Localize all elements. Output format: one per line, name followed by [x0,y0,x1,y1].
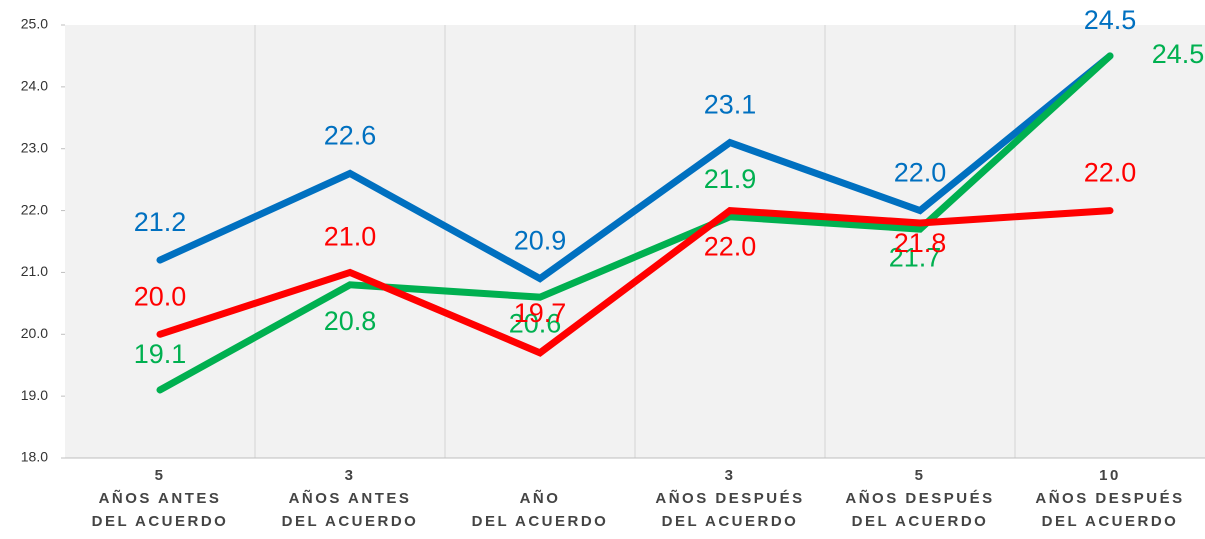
data-label: 21.9 [704,164,757,194]
data-label: 21.2 [134,207,187,237]
x-tick-label: AÑOS DESPUÉS [1035,489,1184,507]
x-tick-label: DEL ACUERDO [1042,513,1179,530]
x-tick-label: AÑO [520,489,561,507]
x-tick-label: 10 [1099,467,1121,484]
y-tick-label: 23.0 [21,139,48,155]
series-line [156,52,1114,283]
x-tick-label: DEL ACUERDO [92,513,229,530]
x-tick-label: AÑOS DESPUÉS [845,489,994,507]
data-label: 22.0 [1084,158,1137,188]
x-tick-label: 5 [155,467,166,484]
y-tick-label: 20.0 [21,325,48,341]
y-tick-label: 24.0 [21,78,48,94]
series-line [156,52,1114,394]
data-label: 23.1 [704,90,757,120]
y-tick-label: 25.0 [21,16,48,32]
y-tick-label: 18.0 [21,449,48,465]
x-tick-label: DEL ACUERDO [662,513,799,530]
x-tick-label: DEL ACUERDO [472,513,609,530]
x-tick-label: AÑOS DESPUÉS [655,489,804,507]
data-label: 19.1 [134,339,187,369]
data-label: 21.8 [894,228,947,258]
data-label: 20.0 [134,281,187,311]
data-label: 20.6 [509,308,562,338]
x-tick-label: AÑOS ANTES [289,489,412,507]
x-tick-label: DEL ACUERDO [852,513,989,530]
x-tick-label: 5 [915,467,926,484]
series-line [156,206,1114,357]
data-label: 24.5 [1084,5,1137,35]
data-label: 22.0 [704,232,757,262]
x-tick-label: 3 [725,467,736,484]
data-label: 24.5 [1152,39,1205,69]
y-tick-label: 22.0 [21,201,48,217]
data-label: 21.7 [889,242,942,272]
data-label: 22.6 [324,121,377,151]
data-label: 21.0 [324,222,377,252]
y-tick-label: 19.0 [21,387,48,403]
x-tick-label: DEL ACUERDO [282,513,419,530]
y-tick-label: 21.0 [21,263,48,279]
x-tick-label: 3 [345,467,356,484]
data-label: 19.7 [514,298,567,328]
data-label: 20.8 [324,306,377,336]
data-label: 22.0 [894,158,947,188]
x-tick-label: AÑOS ANTES [99,489,222,507]
data-label: 20.9 [514,226,567,256]
